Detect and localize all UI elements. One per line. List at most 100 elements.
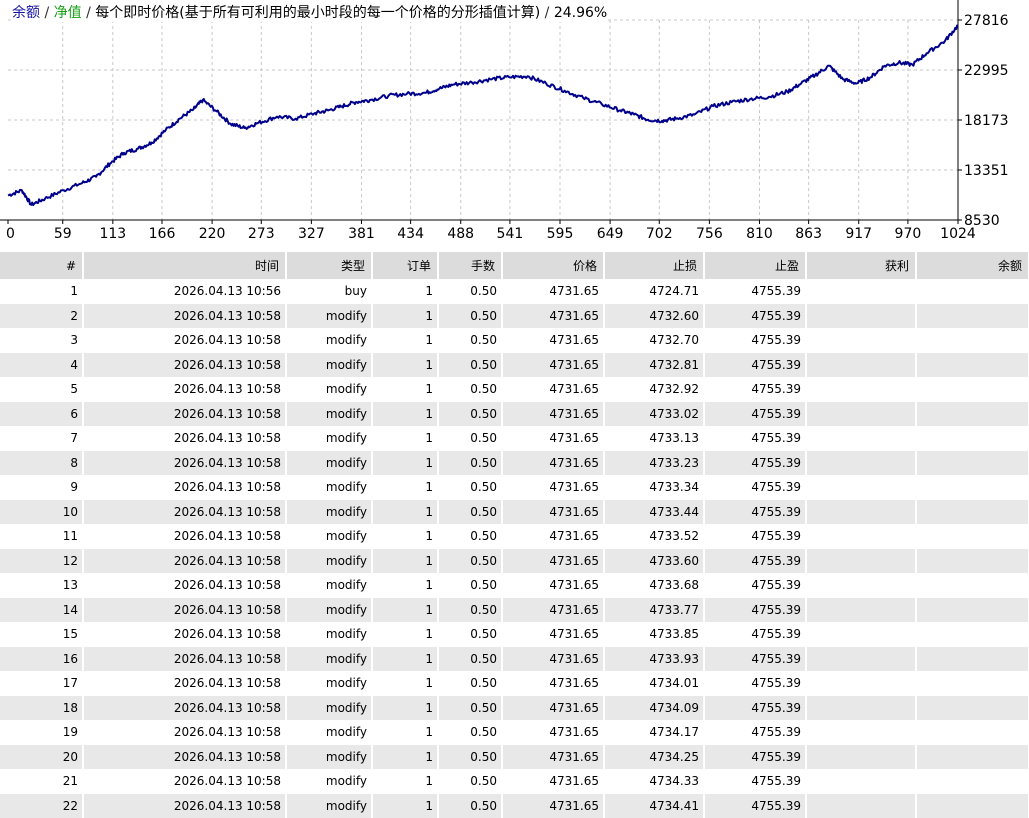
cell-profit bbox=[806, 426, 917, 451]
cell-balance bbox=[916, 303, 1029, 328]
legend-separator: / bbox=[81, 5, 96, 21]
x-tick-label: 166 bbox=[149, 226, 176, 242]
header-col-index[interactable]: # bbox=[0, 252, 84, 279]
cell-price: 4731.65 bbox=[502, 720, 605, 745]
cell-balance bbox=[916, 475, 1029, 500]
cell-balance bbox=[916, 695, 1029, 720]
cell-index: 15 bbox=[0, 622, 84, 647]
cell-type: modify bbox=[286, 303, 373, 328]
cell-take-profit: 4755.39 bbox=[704, 499, 807, 524]
table-row[interactable]: 13 2026.04.13 10:58 modify 1 0.50 4731.65 4733… bbox=[0, 573, 1029, 598]
cell-balance bbox=[916, 646, 1029, 671]
header-col-type[interactable]: 类型 bbox=[286, 252, 373, 279]
cell-take-profit: 4755.39 bbox=[704, 548, 807, 573]
cell-order: 1 bbox=[372, 671, 439, 696]
cell-take-profit: 4755.39 bbox=[704, 622, 807, 647]
chart-grid bbox=[8, 19, 959, 221]
header-col-order[interactable]: 订单 bbox=[372, 252, 439, 279]
cell-lots: 0.50 bbox=[438, 597, 503, 622]
cell-stop-loss: 4734.17 bbox=[604, 720, 705, 745]
cell-type: modify bbox=[286, 450, 373, 475]
table-row[interactable]: 2 2026.04.13 10:58 modify 1 0.50 4731.65 4732.… bbox=[0, 303, 1029, 328]
cell-balance bbox=[916, 328, 1029, 353]
table-row[interactable]: 12 2026.04.13 10:58 modify 1 0.50 4731.65 4733… bbox=[0, 548, 1029, 573]
table-row[interactable]: 21 2026.04.13 10:58 modify 1 0.50 4731.65 4734… bbox=[0, 769, 1029, 794]
cell-profit bbox=[806, 548, 917, 573]
x-tick-label: 917 bbox=[845, 226, 872, 242]
cell-stop-loss: 4734.33 bbox=[604, 769, 705, 794]
cell-time: 2026.04.13 10:58 bbox=[83, 597, 287, 622]
cell-order: 1 bbox=[372, 622, 439, 647]
table-row[interactable]: 11 2026.04.13 10:58 modify 1 0.50 4731.65 4733… bbox=[0, 524, 1029, 549]
y-tick-label: 8530 bbox=[964, 213, 1000, 229]
cell-lots: 0.50 bbox=[438, 548, 503, 573]
cell-balance bbox=[916, 744, 1029, 769]
cell-order: 1 bbox=[372, 793, 439, 818]
header-col-profit[interactable]: 获利 bbox=[806, 252, 917, 279]
cell-order: 1 bbox=[372, 769, 439, 794]
cell-index: 18 bbox=[0, 695, 84, 720]
cell-index: 22 bbox=[0, 793, 84, 818]
cell-type: modify bbox=[286, 524, 373, 549]
cell-order: 1 bbox=[372, 328, 439, 353]
cell-index: 10 bbox=[0, 499, 84, 524]
cell-type: modify bbox=[286, 475, 373, 500]
cell-take-profit: 4755.39 bbox=[704, 401, 807, 426]
table-row[interactable]: 16 2026.04.13 10:58 modify 1 0.50 4731.65 4733… bbox=[0, 646, 1029, 671]
cell-price: 4731.65 bbox=[502, 524, 605, 549]
cell-balance bbox=[916, 671, 1029, 696]
table-row[interactable]: 6 2026.04.13 10:58 modify 1 0.50 4731.65 4733.… bbox=[0, 401, 1029, 426]
x-tick-label: 434 bbox=[397, 226, 424, 242]
x-tick-label: 595 bbox=[547, 226, 574, 242]
cell-price: 4731.65 bbox=[502, 475, 605, 500]
cell-profit bbox=[806, 597, 917, 622]
chart-legend: 余额 / 净值 / 每个即时价格(基于所有可利用的最小时段的每一个价格的分形插值… bbox=[12, 4, 608, 22]
table-row[interactable]: 10 2026.04.13 10:58 modify 1 0.50 4731.65 4733… bbox=[0, 499, 1029, 524]
header-col-take-profit[interactable]: 止盈 bbox=[704, 252, 807, 279]
cell-index: 1 bbox=[0, 279, 84, 304]
cell-lots: 0.50 bbox=[438, 377, 503, 402]
y-axis: 27816 22995 18173 13351 8530 bbox=[958, 13, 1009, 229]
table-row[interactable]: 5 2026.04.13 10:58 modify 1 0.50 4731.65 4732.… bbox=[0, 377, 1029, 402]
cell-index: 6 bbox=[0, 401, 84, 426]
cell-type: modify bbox=[286, 426, 373, 451]
table-row[interactable]: 14 2026.04.13 10:58 modify 1 0.50 4731.65 4733… bbox=[0, 597, 1029, 622]
cell-type: modify bbox=[286, 793, 373, 818]
y-tick-label: 18173 bbox=[964, 113, 1009, 129]
table-row[interactable]: 19 2026.04.13 10:58 modify 1 0.50 4731.65 4734… bbox=[0, 720, 1029, 745]
legend-equity: 净值 bbox=[53, 5, 82, 21]
table-row[interactable]: 8 2026.04.13 10:58 modify 1 0.50 4731.65 4733.… bbox=[0, 450, 1029, 475]
cell-take-profit: 4755.39 bbox=[704, 744, 807, 769]
cell-take-profit: 4755.39 bbox=[704, 646, 807, 671]
cell-time: 2026.04.13 10:58 bbox=[83, 622, 287, 647]
table-row[interactable]: 22 2026.04.13 10:58 modify 1 0.50 4731.65 4734… bbox=[0, 793, 1029, 818]
table-row[interactable]: 7 2026.04.13 10:58 modify 1 0.50 4731.65 4733.… bbox=[0, 426, 1029, 451]
header-col-balance[interactable]: 余额 bbox=[916, 252, 1029, 279]
cell-index: 9 bbox=[0, 475, 84, 500]
table-row[interactable]: 4 2026.04.13 10:58 modify 1 0.50 4731.65 4732.… bbox=[0, 352, 1029, 377]
cell-take-profit: 4755.39 bbox=[704, 303, 807, 328]
cell-stop-loss: 4733.85 bbox=[604, 622, 705, 647]
header-col-lots[interactable]: 手数 bbox=[438, 252, 503, 279]
cell-take-profit: 4755.39 bbox=[704, 279, 807, 304]
cell-index: 5 bbox=[0, 377, 84, 402]
cell-order: 1 bbox=[372, 401, 439, 426]
table-row[interactable]: 9 2026.04.13 10:58 modify 1 0.50 4731.65 4733.… bbox=[0, 475, 1029, 500]
table-row[interactable]: 3 2026.04.13 10:58 modify 1 0.50 4731.65 4732.… bbox=[0, 328, 1029, 353]
header-col-price[interactable]: 价格 bbox=[502, 252, 605, 279]
cell-stop-loss: 4734.01 bbox=[604, 671, 705, 696]
cell-index: 16 bbox=[0, 646, 84, 671]
cell-order: 1 bbox=[372, 744, 439, 769]
legend-percentage: 24.96% bbox=[553, 5, 608, 21]
cell-stop-loss: 4733.44 bbox=[604, 499, 705, 524]
header-col-stop-loss[interactable]: 止损 bbox=[604, 252, 705, 279]
table-row[interactable]: 1 2026.04.13 10:56 buy 1 0.50 4731.65 4724.71 4… bbox=[0, 279, 1029, 304]
table-row[interactable]: 15 2026.04.13 10:58 modify 1 0.50 4731.65 4733… bbox=[0, 622, 1029, 647]
table-row[interactable]: 18 2026.04.13 10:58 modify 1 0.50 4731.65 4734… bbox=[0, 695, 1029, 720]
table-row[interactable]: 20 2026.04.13 10:58 modify 1 0.50 4731.65 4734… bbox=[0, 744, 1029, 769]
x-tick-label: 273 bbox=[248, 226, 275, 242]
cell-take-profit: 4755.39 bbox=[704, 695, 807, 720]
header-col-time[interactable]: 时间 bbox=[83, 252, 287, 279]
cell-lots: 0.50 bbox=[438, 769, 503, 794]
table-row[interactable]: 17 2026.04.13 10:58 modify 1 0.50 4731.65 4734… bbox=[0, 671, 1029, 696]
